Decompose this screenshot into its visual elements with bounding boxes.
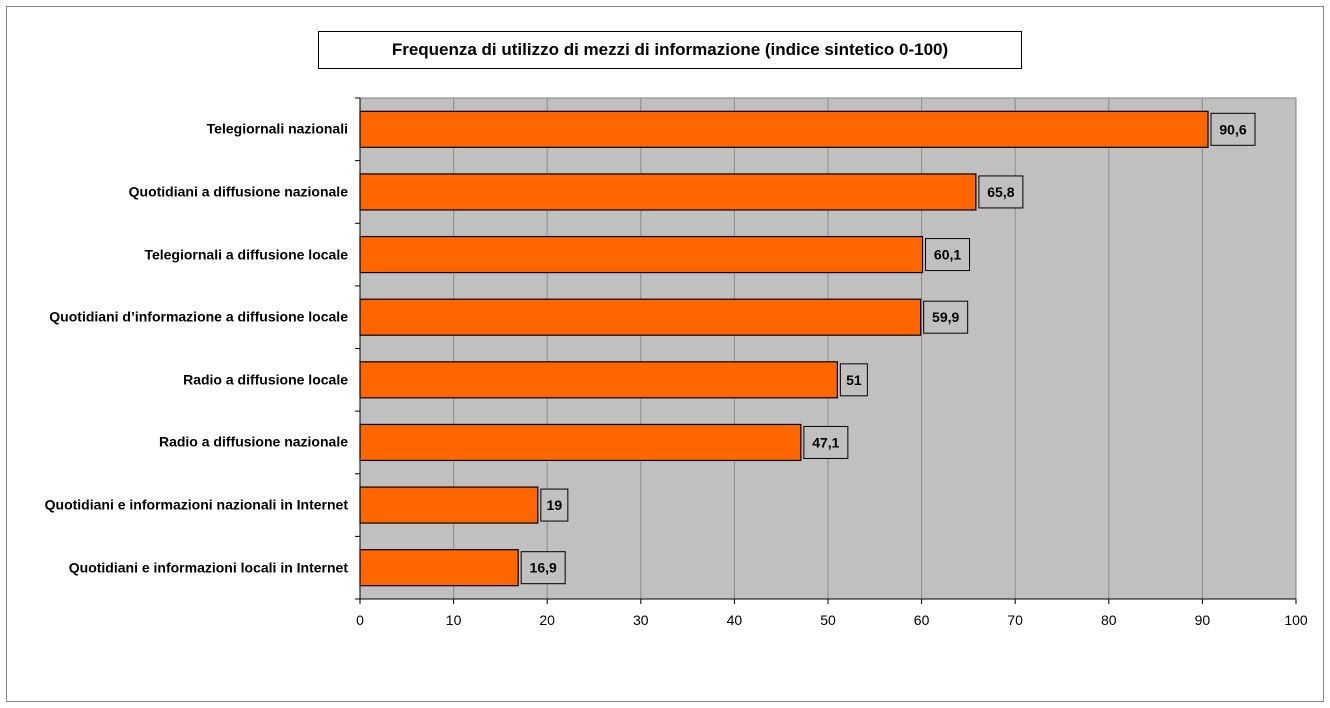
value-label: 65,8	[987, 184, 1014, 200]
chart-title: Frequenza di utilizzo di mezzi di inform…	[318, 31, 1022, 69]
value-label: 16,9	[530, 560, 557, 576]
value-label-box	[839, 363, 868, 397]
value-label-box	[803, 425, 849, 459]
x-tick-label: 80	[1101, 612, 1117, 628]
category-label: Telegiornali a diffusione locale	[144, 246, 348, 263]
bar	[359, 549, 519, 587]
x-tick-label: 90	[1194, 612, 1211, 628]
bar	[359, 298, 922, 336]
value-label: 90,6	[1219, 121, 1246, 137]
category-label: Quotidiani e informazioni nazionali in I…	[44, 496, 348, 513]
x-tick-label: 50	[820, 612, 836, 628]
value-label-box	[923, 300, 969, 334]
bar	[359, 110, 1209, 148]
value-label: 19	[547, 497, 563, 513]
value-labels: 90,6 65,8 60,1 59,9 51 47,1 19 16,9	[520, 112, 1256, 585]
bar	[359, 486, 539, 524]
x-tick-label: 20	[539, 612, 555, 628]
category-label: Quotidiani e informazioni locali in Inte…	[68, 559, 348, 576]
axes	[355, 97, 1297, 604]
value-label: 51	[846, 372, 862, 388]
value-label: 47,1	[812, 434, 839, 450]
x-tick-label: 100	[1284, 612, 1308, 628]
value-label: 59,9	[932, 309, 959, 325]
x-tick-label: 40	[726, 612, 743, 628]
bar	[359, 423, 802, 462]
value-label: 60,1	[934, 247, 961, 263]
value-label-box	[540, 488, 569, 522]
x-tick-label: 0	[356, 612, 364, 628]
category-label: Quotidiani d’informazione a diffusione l…	[49, 308, 348, 325]
value-label-box	[520, 551, 566, 585]
category-label: Radio a diffusione nazionale	[158, 433, 348, 450]
category-label: Radio a diffusione locale	[183, 371, 348, 388]
x-tick-label: 10	[445, 612, 462, 628]
bar	[359, 235, 924, 274]
category-label: Telegiornali nazionali	[206, 120, 348, 137]
value-label-box	[1210, 112, 1256, 146]
x-tick-label: 70	[1007, 612, 1023, 628]
x-tick-label: 30	[633, 612, 649, 628]
bars	[359, 110, 1209, 587]
value-label-box	[978, 175, 1024, 209]
bar	[359, 173, 977, 211]
x-tick-label: 60	[913, 612, 930, 628]
category-label: Quotidiani a diffusione nazionale	[128, 183, 348, 200]
bar	[359, 361, 838, 399]
value-label-box	[925, 238, 971, 272]
